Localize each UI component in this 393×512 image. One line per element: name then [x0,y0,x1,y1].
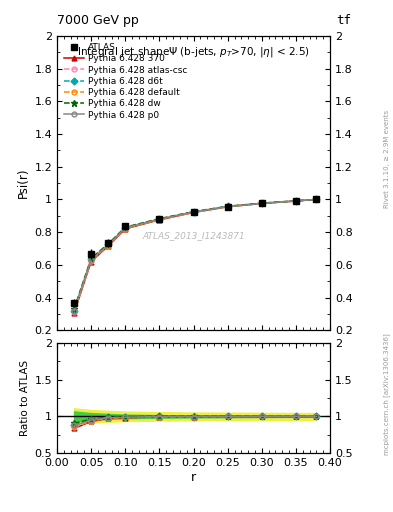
Text: tf: tf [336,14,351,27]
X-axis label: r: r [191,471,196,484]
Text: Integral jet shape$\Psi$ (b-jets, $p_T$>70, $|\eta|$ < 2.5): Integral jet shape$\Psi$ (b-jets, $p_T$>… [77,45,310,59]
Legend: ATLAS, Pythia 6.428 370, Pythia 6.428 atlas-csc, Pythia 6.428 d6t, Pythia 6.428 : ATLAS, Pythia 6.428 370, Pythia 6.428 at… [61,40,190,122]
Text: ATLAS_2013_I1243871: ATLAS_2013_I1243871 [142,231,245,241]
Y-axis label: Ratio to ATLAS: Ratio to ATLAS [20,360,30,436]
Text: mcplots.cern.ch [arXiv:1306.3436]: mcplots.cern.ch [arXiv:1306.3436] [384,333,391,455]
Text: 7000 GeV pp: 7000 GeV pp [57,14,139,27]
Y-axis label: Psi(r): Psi(r) [17,168,30,198]
Text: Rivet 3.1.10, ≥ 2.9M events: Rivet 3.1.10, ≥ 2.9M events [384,110,390,208]
